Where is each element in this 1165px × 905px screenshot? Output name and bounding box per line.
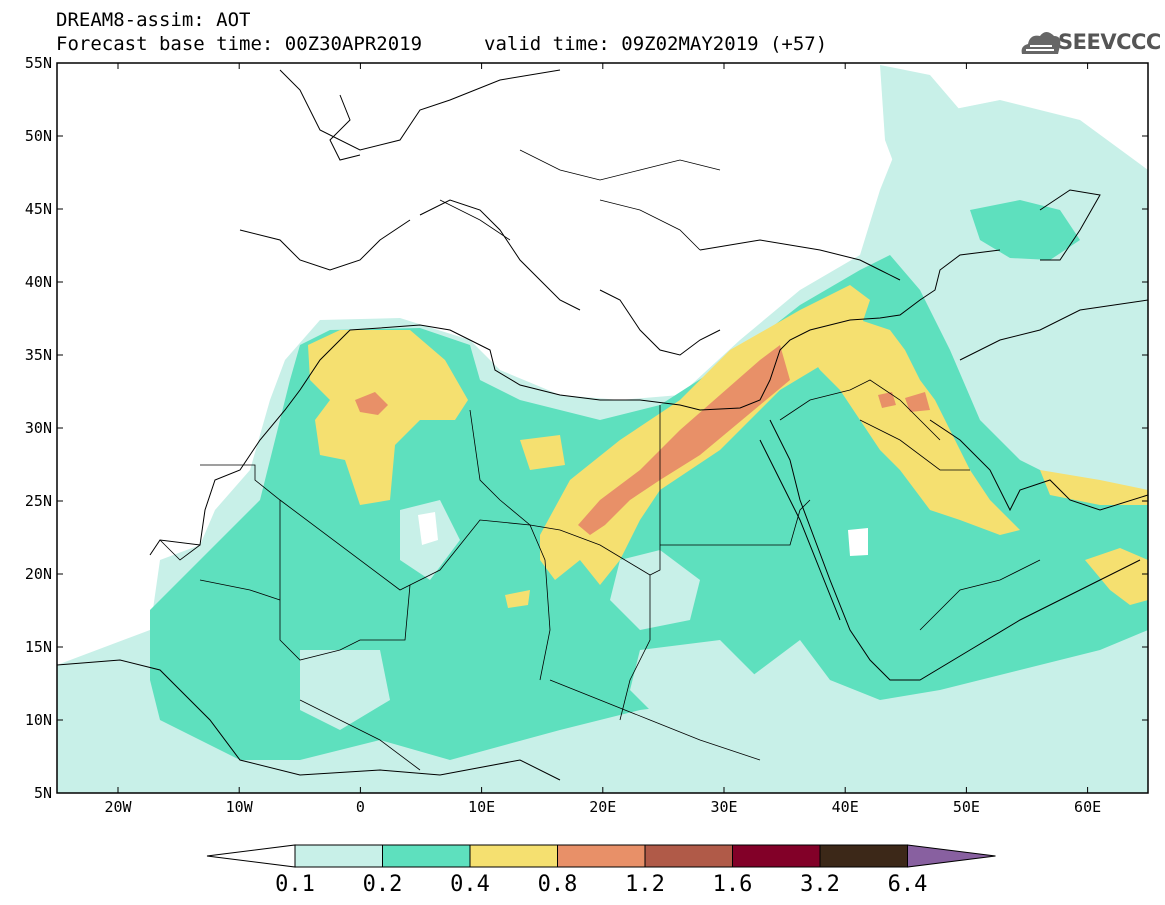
country-borders (159, 149, 1041, 771)
lon-label: 0 (356, 798, 365, 816)
aot-band-0.4-arabia (1085, 548, 1148, 605)
aot-band-0.8 (578, 345, 790, 535)
colorbar-under-arrow (206, 844, 296, 868)
aot-band-0.4-west (308, 330, 468, 505)
lat-label: 40N (25, 273, 52, 291)
aot-band-0.4-gulf (1040, 470, 1148, 505)
colorbar-level-label: 0.1 (275, 872, 315, 897)
valid-time: valid time: 09Z02MAY2019 (+57) (484, 33, 828, 55)
seevccc-logo: SEEVCCC (1058, 30, 1161, 54)
colorbar (206, 844, 996, 868)
coastlines (57, 69, 1148, 781)
lon-label: 60E (1074, 798, 1101, 816)
colorbar-swatch (819, 844, 908, 868)
colorbar-swatch (294, 844, 383, 868)
lat-label: 45N (25, 200, 52, 218)
lat-label: 30N (25, 419, 52, 437)
colorbar-level-label: 1.2 (625, 872, 665, 897)
colorbar-swatch (382, 844, 471, 868)
lon-label: 50E (953, 798, 980, 816)
lon-label: 20E (589, 798, 616, 816)
lat-label: 25N (25, 492, 52, 510)
lon-label: 20W (104, 798, 132, 816)
cloud-logo-icon (1021, 32, 1061, 54)
colorbar-level-label: 0.8 (537, 872, 578, 897)
colorbar-swatch (557, 844, 646, 868)
axis-ticks (57, 62, 1148, 794)
colorbar-level-label: 0.4 (450, 872, 490, 897)
lat-label: 5N (34, 784, 52, 802)
lat-label: 10N (25, 711, 52, 729)
axis-labels: 55N 50N 45N 40N 35N 30N 25N 20N 15N 10N 5N 20W 10W 0 1… (25, 54, 1101, 816)
colorbar-swatch (469, 844, 558, 868)
lon-label: 10W (226, 798, 254, 816)
colorbar-level-label: 6.4 (887, 872, 928, 897)
lat-label: 50N (25, 127, 52, 145)
aot-band-0.4-east (800, 320, 1020, 535)
colorbar-swatch (732, 844, 821, 868)
lon-label: 10E (468, 798, 495, 816)
forecast-base-time: Forecast base time: 00Z30APR2019 (56, 33, 423, 55)
colorbar-over-arrow (907, 844, 996, 868)
lat-label: 20N (25, 565, 52, 583)
map-title: DREAM8-assim: AOT (56, 9, 251, 31)
lon-label: 30E (710, 798, 737, 816)
colorbar-swatch (644, 844, 733, 868)
colorbar-level-label: 3.2 (800, 872, 840, 897)
aot-band-0.2-caspian (970, 200, 1080, 260)
aot-band-0.1-north (880, 65, 1148, 270)
lat-label: 35N (25, 346, 52, 364)
aot-contour-fills (57, 65, 1148, 793)
colorbar-level-label: 1.6 (712, 872, 753, 897)
lon-label: 40E (832, 798, 859, 816)
lat-label: 55N (25, 54, 52, 72)
lat-label: 15N (25, 638, 52, 656)
colorbar-level-label: 0.2 (362, 872, 403, 897)
